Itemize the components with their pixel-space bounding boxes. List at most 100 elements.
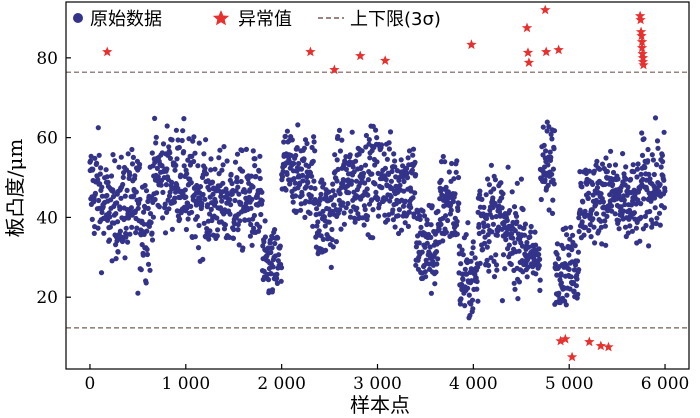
raw-point [440, 153, 446, 160]
raw-point [463, 232, 469, 238]
raw-point [117, 206, 123, 212]
raw-point [162, 230, 169, 236]
raw-point [469, 250, 475, 256]
raw-point [393, 174, 399, 180]
raw-point [208, 167, 214, 173]
raw-point [269, 245, 275, 251]
raw-point [312, 148, 318, 154]
raw-point [533, 242, 539, 248]
raw-point [612, 211, 618, 217]
raw-point [284, 128, 290, 134]
raw-point [354, 205, 360, 211]
raw-point [188, 180, 194, 186]
raw-point [229, 180, 235, 187]
raw-point [480, 246, 486, 253]
raw-point [576, 228, 582, 235]
raw-point [362, 180, 368, 186]
raw-point [571, 288, 577, 294]
raw-point [413, 244, 419, 250]
raw-point [615, 176, 621, 182]
raw-point [369, 171, 375, 177]
raw-point [516, 279, 523, 285]
raw-point [160, 141, 167, 147]
outlier-point [555, 335, 566, 346]
raw-point [127, 231, 133, 237]
raw-point [628, 176, 634, 182]
raw-point [155, 174, 161, 180]
raw-point [196, 140, 202, 146]
raw-point [375, 213, 382, 219]
raw-point [265, 245, 271, 251]
raw-point [372, 181, 378, 187]
raw-point [104, 174, 110, 180]
raw-point [131, 193, 137, 199]
raw-point [236, 242, 242, 248]
raw-point [505, 164, 511, 170]
raw-point [586, 168, 593, 174]
raw-point [340, 200, 346, 206]
raw-point [506, 242, 512, 248]
raw-point [435, 208, 441, 214]
raw-point [428, 222, 434, 228]
raw-point [567, 236, 573, 242]
raw-point [283, 187, 289, 193]
raw-point [546, 207, 552, 213]
raw-point [623, 176, 629, 182]
raw-point [545, 162, 551, 168]
raw-point [108, 173, 115, 179]
raw-point [199, 201, 205, 207]
raw-point [181, 149, 187, 155]
raw-point [597, 166, 603, 172]
raw-point [514, 180, 520, 186]
raw-point [305, 180, 311, 186]
raw-point [339, 137, 345, 143]
raw-point [577, 169, 583, 175]
raw-point [634, 166, 641, 172]
raw-point [298, 166, 305, 172]
raw-point [400, 203, 407, 209]
raw-point [600, 199, 607, 205]
raw-point [528, 223, 534, 230]
raw-point [123, 234, 129, 240]
raw-point [292, 180, 298, 186]
raw-point [298, 207, 304, 213]
raw-point [422, 269, 428, 275]
y-axis-label: 板凸度/μm [3, 139, 27, 238]
raw-point [435, 256, 441, 262]
raw-point [154, 190, 160, 196]
raw-point [504, 217, 510, 224]
raw-point [647, 176, 653, 182]
raw-point [98, 165, 104, 171]
raw-point [488, 162, 494, 168]
raw-point [158, 182, 164, 188]
raw-point [113, 211, 119, 217]
raw-point [638, 214, 644, 220]
plot-area [66, 4, 689, 362]
raw-point [638, 201, 644, 207]
raw-point [110, 193, 117, 200]
raw-point [428, 234, 434, 240]
raw-point [454, 218, 460, 225]
raw-point [631, 210, 638, 216]
raw-point [446, 169, 452, 175]
raw-point [96, 197, 102, 204]
raw-point [360, 170, 367, 176]
outlier-point [603, 341, 614, 352]
raw-point [107, 214, 113, 220]
x-axis-label: 样本点 [350, 393, 410, 417]
raw-point [499, 195, 505, 201]
raw-point [599, 241, 605, 247]
raw-point [153, 140, 159, 146]
raw-point [252, 163, 258, 169]
raw-point [320, 208, 326, 214]
raw-point [577, 207, 583, 213]
raw-point [386, 146, 392, 152]
raw-point [579, 219, 585, 225]
raw-point [575, 291, 581, 297]
series-outliers [102, 4, 649, 362]
outlier-point [521, 22, 533, 33]
raw-point [234, 179, 240, 185]
raw-point [133, 189, 139, 195]
raw-point [551, 181, 557, 187]
raw-point [567, 286, 573, 292]
